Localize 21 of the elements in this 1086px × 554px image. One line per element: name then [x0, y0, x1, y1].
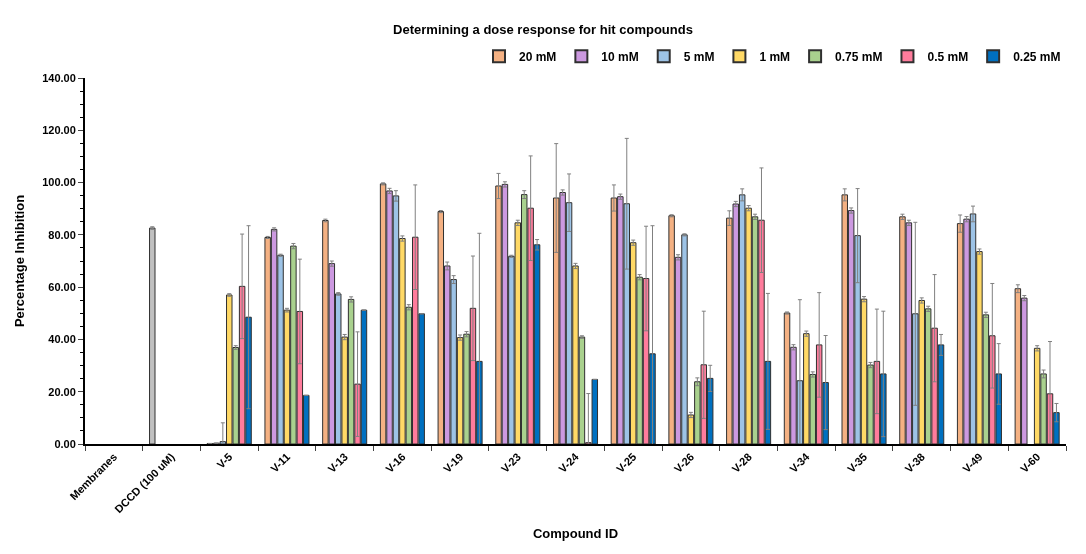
- y-tick-label: 120.00: [42, 124, 76, 137]
- x-axis-title: Compound ID: [532, 526, 619, 542]
- legend-label: 0.5 mM: [927, 49, 969, 64]
- y-tick-label: 100.00: [42, 176, 76, 189]
- y-tick-label: 60.00: [48, 280, 76, 293]
- legend-label: 10 mM: [601, 49, 639, 64]
- x-tick-label: V-5: [214, 450, 235, 471]
- x-tick-label: V-11: [268, 450, 293, 475]
- legend-label: 20 mM: [519, 49, 557, 64]
- legend-label: 5 mM: [683, 49, 715, 64]
- y-tick-label: 140.00: [42, 71, 76, 84]
- y-tick-label: 40.00: [48, 333, 76, 346]
- legend-label: 1 mM: [759, 49, 791, 64]
- y-axis-title: Percentage Inhibition: [11, 194, 27, 328]
- y-tick-label: 20.00: [48, 385, 76, 398]
- y-tick-label: 0.00: [54, 437, 76, 450]
- y-tick-label: 80.00: [48, 228, 76, 241]
- legend-label: 0.25 mM: [1013, 49, 1061, 64]
- legend-label: 0.75 mM: [835, 49, 883, 64]
- bar: [149, 227, 156, 444]
- chart-title: Determining a dose response for hit compounds: [393, 22, 693, 38]
